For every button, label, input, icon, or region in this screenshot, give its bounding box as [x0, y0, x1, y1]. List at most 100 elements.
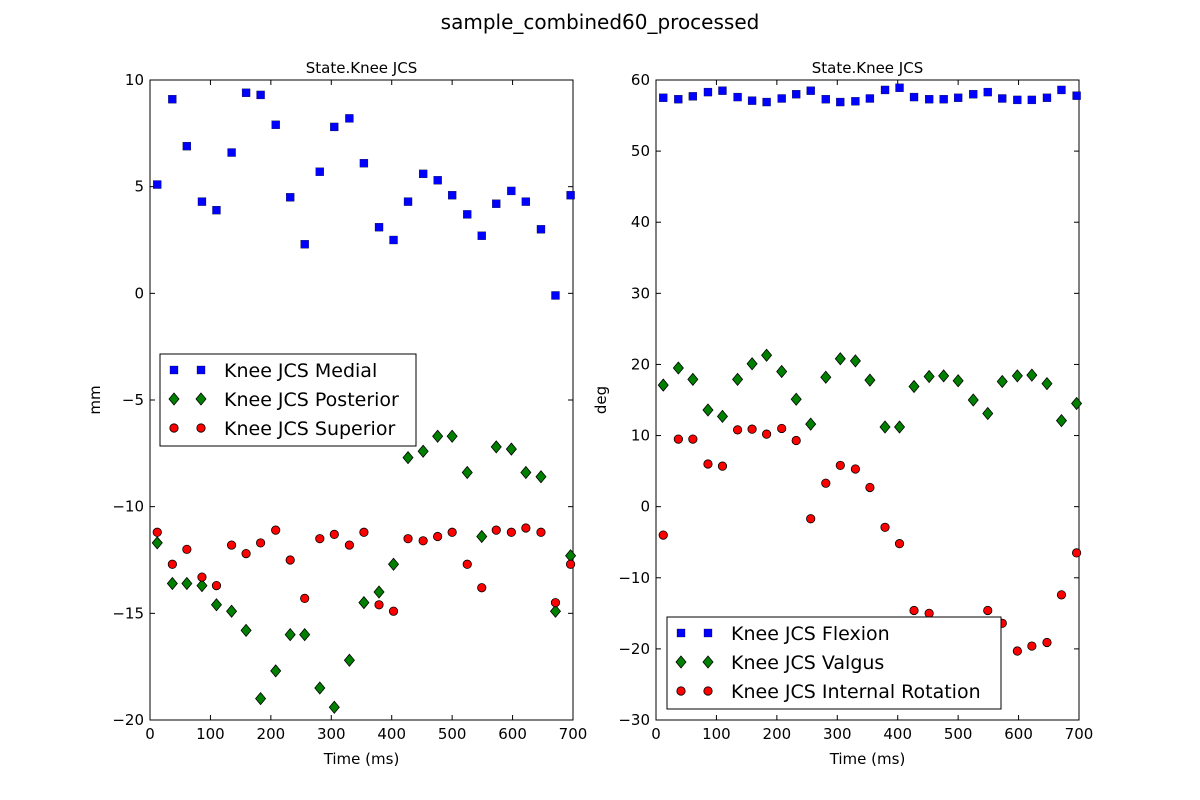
data-point — [790, 392, 802, 406]
data-point — [388, 557, 400, 571]
data-point — [659, 93, 668, 102]
data-point — [152, 527, 162, 537]
y-tick-label: 5 — [134, 178, 144, 196]
data-point — [732, 372, 744, 387]
data-point — [388, 606, 399, 616]
data-point — [521, 197, 531, 206]
data-point — [521, 523, 531, 533]
data-point — [418, 536, 428, 546]
data-point — [821, 478, 831, 488]
data-point — [417, 444, 429, 458]
data-point — [196, 578, 208, 593]
data-point — [507, 186, 516, 196]
data-point — [463, 210, 472, 219]
data-point — [1055, 413, 1067, 428]
data-point — [1056, 590, 1067, 600]
y-tick-label: −5 — [122, 391, 144, 409]
data-point — [674, 95, 683, 104]
data-point — [1041, 377, 1053, 391]
data-point — [345, 114, 354, 123]
data-point — [1013, 95, 1022, 105]
y-tick-label: −20 — [618, 640, 650, 658]
data-point — [535, 470, 547, 484]
data-point — [805, 417, 817, 431]
legend-label: Knee JCS Medial — [224, 360, 377, 382]
data-point — [967, 393, 979, 407]
data-point — [953, 93, 963, 102]
data-point — [536, 527, 546, 537]
data-point — [851, 97, 860, 106]
data-point — [716, 409, 728, 423]
data-point — [688, 434, 698, 444]
data-point — [834, 352, 846, 366]
data-point — [820, 370, 832, 384]
plot-area — [655, 79, 1080, 721]
data-point — [477, 231, 486, 240]
data-point — [271, 525, 281, 535]
data-point — [550, 598, 561, 608]
x-tick-label: 300 — [317, 725, 346, 743]
data-point — [924, 608, 934, 618]
data-point — [403, 197, 413, 206]
legend-label: Knee JCS Valgus — [731, 652, 884, 674]
legend-label: Knee JCS Internal Rotation — [731, 681, 981, 703]
data-point — [374, 600, 384, 610]
data-point — [565, 559, 576, 569]
data-point — [255, 538, 266, 548]
data-point — [1071, 396, 1083, 411]
data-point — [299, 628, 311, 642]
data-point — [1012, 646, 1022, 656]
y-axis-label: deg — [592, 386, 610, 414]
data-point — [864, 373, 876, 387]
data-point — [792, 90, 801, 99]
data-point — [212, 205, 221, 215]
legend-marker — [168, 392, 180, 406]
data-point — [433, 176, 442, 185]
data-point — [153, 180, 162, 189]
y-tick-label: 30 — [631, 284, 650, 302]
data-point — [182, 544, 192, 554]
right-panel: 0 100 200 300 400 500 600 700 −30 −20 −10 0 10 20 30 40… — [592, 59, 1093, 768]
data-point — [255, 692, 267, 706]
data-point — [315, 167, 324, 176]
data-point — [657, 378, 669, 392]
y-tick-label: 10 — [631, 427, 650, 445]
y-axis-label: mm — [86, 385, 104, 414]
data-point — [182, 141, 192, 151]
data-point — [703, 459, 713, 469]
legend-label: Knee JCS Superior — [224, 418, 395, 440]
data-point — [996, 374, 1008, 389]
data-point — [733, 92, 742, 102]
data-point — [402, 450, 414, 465]
data-point — [1071, 548, 1082, 558]
data-point — [777, 94, 786, 103]
data-point — [226, 540, 237, 550]
data-point — [271, 120, 280, 129]
data-point — [969, 90, 978, 99]
data-point — [462, 559, 472, 569]
data-point — [447, 191, 457, 200]
data-point — [923, 369, 935, 384]
data-point — [490, 440, 502, 454]
data-point — [894, 539, 905, 549]
data-point — [461, 465, 473, 480]
data-point — [776, 364, 788, 379]
data-point — [506, 527, 516, 537]
data-point — [687, 372, 699, 387]
x-tick-label: 300 — [823, 725, 852, 743]
data-point — [703, 87, 713, 97]
data-point — [447, 527, 457, 537]
data-point — [1042, 93, 1052, 102]
x-tick-label: 100 — [196, 725, 225, 743]
data-point — [909, 92, 919, 102]
data-point — [821, 95, 830, 104]
y-tick-label: −20 — [112, 711, 144, 729]
data-point — [285, 555, 295, 565]
data-point — [672, 361, 684, 375]
data-point — [952, 374, 964, 388]
x-tick-label: 500 — [438, 725, 467, 743]
y-tick-label: −15 — [112, 604, 144, 622]
left-panel: 0 100 200 300 400 500 600 700 −20 −15 −10 −5 0 5 10 Sta… — [86, 59, 587, 768]
data-point — [226, 604, 238, 618]
data-point — [256, 90, 265, 100]
